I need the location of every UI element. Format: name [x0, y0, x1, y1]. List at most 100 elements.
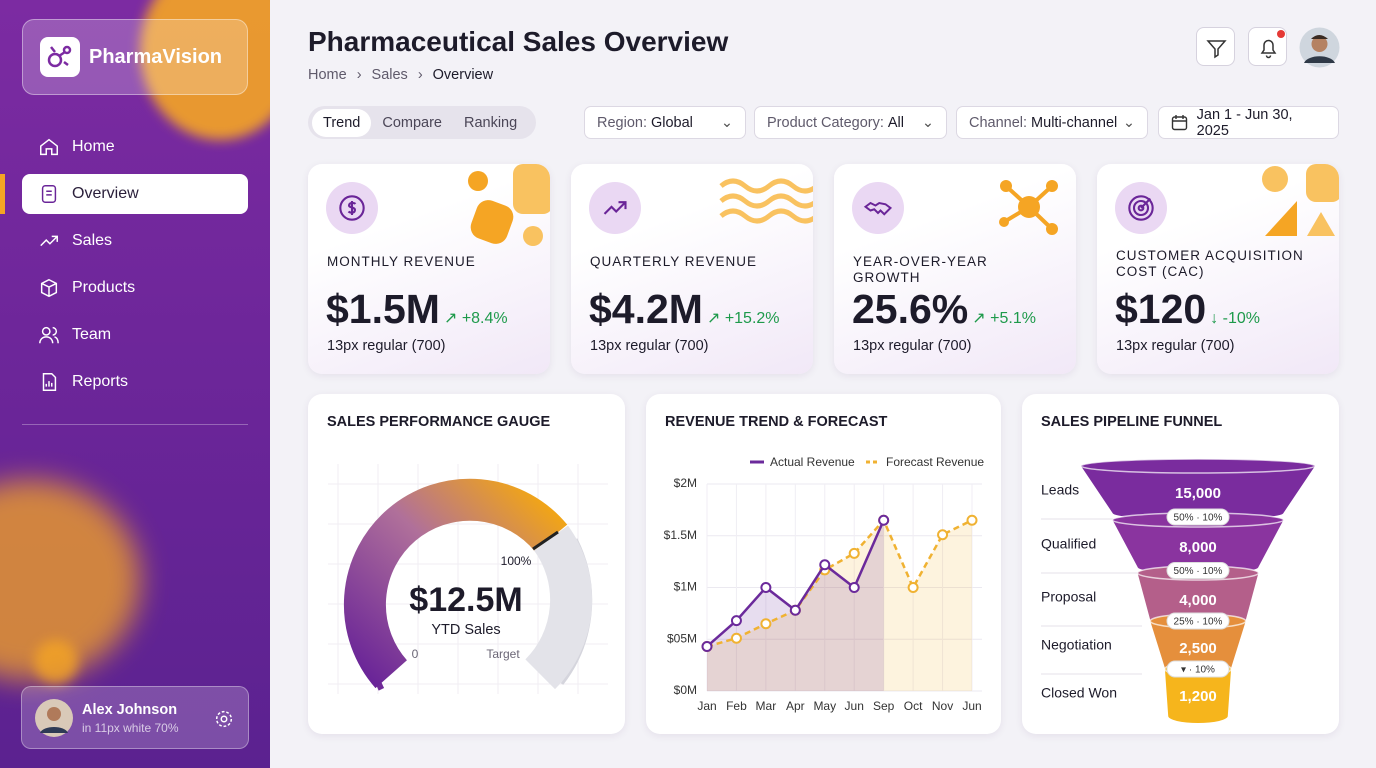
- breadcrumb: Home › Sales › Overview: [308, 67, 493, 83]
- kpi-note: 13px regular (700): [853, 338, 972, 354]
- gauge-arc: [343, 478, 568, 689]
- funnel-stage-top: [1080, 458, 1316, 474]
- crumb[interactable]: Home: [308, 67, 347, 83]
- divider: [22, 424, 248, 425]
- decor: [468, 164, 550, 246]
- chevron: ⌄: [921, 114, 934, 131]
- gauge-min-label: 0: [412, 647, 419, 661]
- card-title: SALES PERFORMANCE GAUGE: [327, 414, 551, 430]
- nav-label: Products: [72, 279, 136, 296]
- kpi-icon: [326, 182, 378, 234]
- kpi-value-row: $1.5M ↗ +8.4%: [326, 286, 508, 333]
- crumb[interactable]: Sales: [371, 67, 408, 83]
- decor: [719, 178, 813, 224]
- nav-label: Reports: [72, 373, 129, 390]
- nav-item[interactable]: Overview: [22, 174, 248, 214]
- data-point: [760, 582, 772, 593]
- kpi-card: MONTHLY REVENUE $1.5M ↗ +8.4% 13px regula…: [308, 164, 550, 374]
- decor: [999, 180, 1058, 235]
- data-point: [966, 514, 978, 526]
- tab[interactable]: Trend: [312, 108, 372, 137]
- gauge-marker-label: 100%: [501, 554, 532, 568]
- data-point: [760, 618, 772, 630]
- nav-label: Overview: [72, 185, 139, 202]
- legend-label: Forecast Revenue: [886, 455, 984, 469]
- user-card[interactable]: Alex Johnson in 11px white 70%: [21, 686, 249, 749]
- card-title: SALES PIPELINE FUNNEL: [1041, 414, 1223, 430]
- data-point: [730, 615, 742, 627]
- y-tick-label: $2M: [674, 476, 697, 490]
- kpi-change-value: -10%: [1222, 310, 1261, 327]
- filter-value: Global: [650, 114, 693, 131]
- filter-dropdown[interactable]: Region: Global ⌄: [584, 106, 746, 139]
- funnel-stage: [1081, 466, 1315, 520]
- conversion-pill: [1166, 660, 1230, 678]
- nav-item[interactable]: Team: [22, 315, 248, 355]
- x-tick-label: Nov: [932, 699, 953, 713]
- conversion-pill: [1166, 562, 1230, 579]
- data-point: [701, 640, 713, 652]
- conversion-label: ▾ · 10%: [1181, 665, 1215, 676]
- gauge-value: $12.5M: [409, 581, 522, 619]
- filter-dropdown[interactable]: Channel: Multi-channel ⌄: [956, 106, 1148, 139]
- kpi-icon: [852, 182, 904, 234]
- stage-label: Negotiation: [1041, 637, 1112, 653]
- nav-label: Sales: [72, 232, 113, 249]
- gauge-marker: [532, 530, 559, 551]
- nav-item[interactable]: Home: [22, 127, 248, 167]
- settings-icon[interactable]: [213, 708, 235, 730]
- stage-value: 2,500: [1179, 640, 1217, 657]
- series-line: [706, 517, 973, 648]
- x-tick-label: May: [813, 699, 836, 713]
- line-chart: $0M $05M $1M $1.5M $2M Jan Feb Mar Apr May Jun Sep O…: [664, 455, 985, 713]
- nav-item[interactable]: Products: [22, 268, 248, 308]
- kpi-change: ↓ -10%: [1210, 310, 1261, 327]
- gauge-track: [524, 525, 593, 690]
- stage-value: 1,200: [1179, 688, 1217, 705]
- conversion-label: 50% · 10%: [1174, 513, 1223, 524]
- stage-value: 15,000: [1175, 485, 1221, 502]
- crumb-sep: ›: [417, 67, 423, 83]
- nav-item[interactable]: Sales: [22, 221, 248, 261]
- profile-avatar[interactable]: [1299, 27, 1340, 68]
- kpi-card: CUSTOMER ACQUISITION COST (CAC) $120 ↓ -1…: [1097, 164, 1339, 374]
- x-tick-label: Apr: [786, 699, 805, 713]
- kpi-value-row: $120 ↓ -10%: [1115, 286, 1260, 333]
- bell-icon: [1260, 30, 1285, 59]
- tab[interactable]: Ranking: [463, 114, 518, 131]
- kpi-note: 13px regular (700): [590, 338, 709, 354]
- trend-card: REVENUE TREND & FORECAST $0M $05M $1M $1.5M…: [646, 394, 1001, 734]
- y-tick-label: $1.5M: [664, 528, 697, 542]
- funnel-chart: Leads Qualified Proposal Negotiation Closed …: [1041, 458, 1316, 723]
- filter-value: All: [887, 114, 904, 131]
- data-point: [878, 514, 890, 526]
- filter-button[interactable]: [1196, 27, 1235, 66]
- series-area: [707, 520, 884, 691]
- data-point: [848, 547, 860, 559]
- stage-label: Qualified: [1041, 536, 1096, 552]
- tab[interactable]: Compare: [382, 114, 442, 131]
- y-tick-label: $1M: [674, 580, 697, 594]
- x-tick-label: Sep: [873, 699, 895, 713]
- gauge-card: SALES PERFORMANCE GAUGE $12.5M YTD Sales…: [308, 394, 625, 734]
- brand[interactable]: PharmaVision: [22, 19, 248, 95]
- series-area: [707, 520, 972, 691]
- chevron: ⌄: [1122, 114, 1135, 131]
- filter-dropdown[interactable]: Product Category: All ⌄: [754, 106, 947, 139]
- date-picker[interactable]: Jan 1 - Jun 30, 2025: [1158, 106, 1339, 139]
- y-tick-label: $05M: [667, 631, 697, 645]
- gauge: $12.5M YTD Sales 0 Target 100%: [328, 464, 608, 694]
- kpi-value: 25.6%: [852, 286, 969, 332]
- notification-button[interactable]: [1248, 27, 1287, 66]
- data-point: [937, 529, 949, 541]
- funnel-stage: [1137, 573, 1259, 627]
- kpi-change: ↗ +5.1%: [972, 310, 1036, 327]
- nav-item[interactable]: Reports: [22, 362, 248, 402]
- data-point: [819, 559, 831, 571]
- decor: [34, 640, 78, 684]
- filter-label: Region:: [597, 114, 647, 131]
- data-point: [907, 582, 919, 593]
- view-tabs: Trend Compare Ranking: [308, 106, 536, 139]
